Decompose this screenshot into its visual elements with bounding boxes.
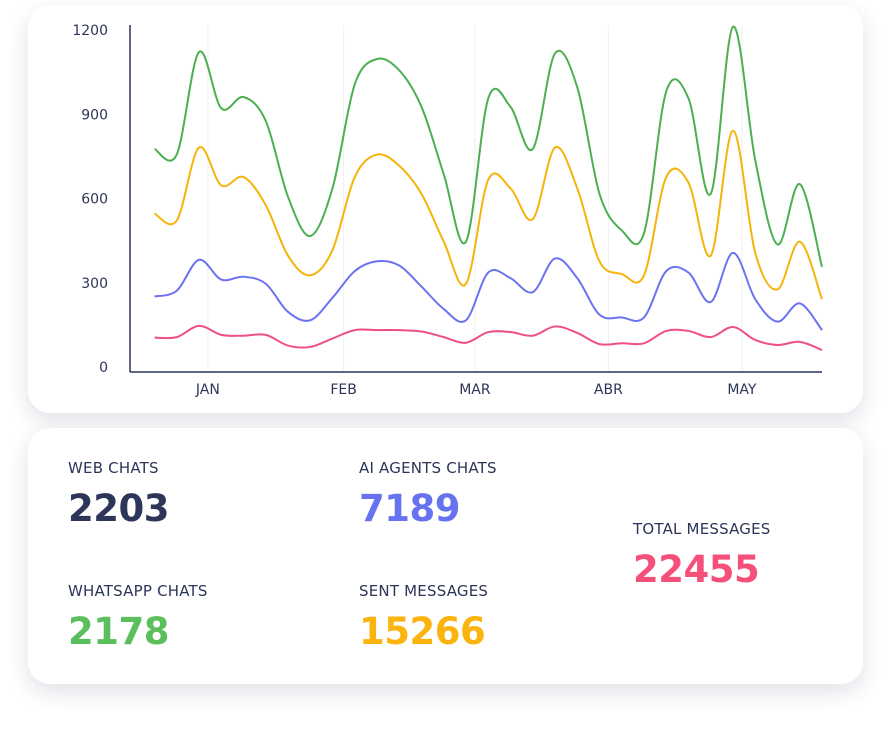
x-tick-label: MAY <box>727 382 757 398</box>
stat-label: TOTAL MESSAGES <box>633 520 771 538</box>
stat-value: 22455 <box>633 548 760 591</box>
line-series <box>153 25 823 268</box>
line-series <box>154 324 823 351</box>
x-tick-label: ABR <box>594 382 623 398</box>
stat-label: AI AGENTS CHATS <box>359 459 497 477</box>
line-series <box>154 251 823 331</box>
y-tick-label: 0 <box>99 360 108 376</box>
stat-label: SENT MESSAGES <box>359 582 489 600</box>
stat-value: 2203 <box>68 487 169 530</box>
x-tick-label: FEB <box>330 382 357 398</box>
stat-label: WEB CHATS <box>68 459 159 477</box>
stats-card <box>28 428 863 684</box>
stat-value: 7189 <box>359 487 460 530</box>
y-tick-label: 900 <box>81 107 108 123</box>
x-tick-label: JAN <box>195 382 220 398</box>
y-tick-label: 1200 <box>72 23 108 39</box>
stat-value: 15266 <box>359 610 486 653</box>
stat-value: 2178 <box>68 610 169 653</box>
chart-card <box>28 5 863 413</box>
x-tick-label: MAR <box>459 382 491 398</box>
stat-label: WHATSAPP CHATS <box>68 582 208 600</box>
chart: JAN FEB MAR ABR MAY 0 300 600 900 1200 <box>72 23 823 398</box>
line-series <box>153 129 823 300</box>
y-tick-label: 600 <box>81 192 108 208</box>
y-tick-label: 300 <box>81 276 108 292</box>
